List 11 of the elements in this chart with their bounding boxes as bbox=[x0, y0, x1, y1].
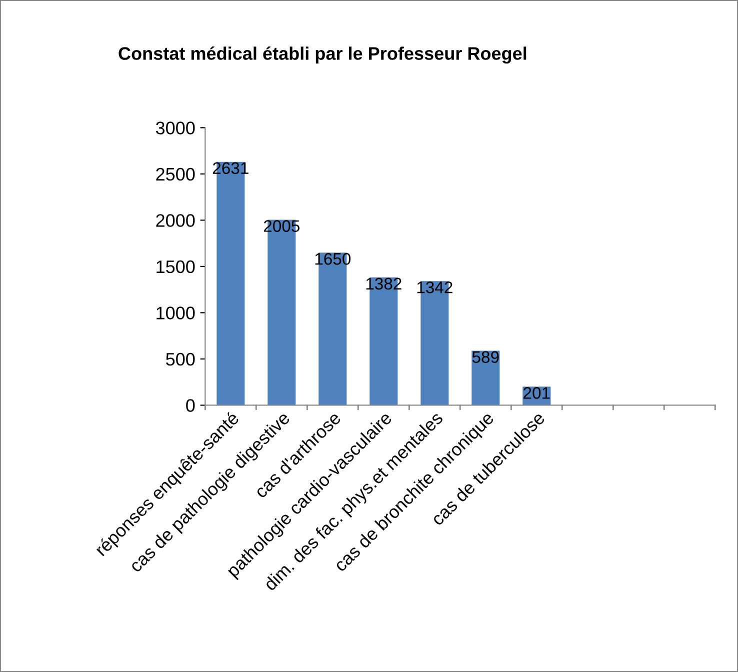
chart-title: Constat médical établi par le Professeur Roegel bbox=[118, 46, 526, 64]
y-tick-label: 500 bbox=[166, 352, 195, 366]
data-label: 201 bbox=[524, 387, 550, 399]
y-tick-label: 2000 bbox=[156, 214, 195, 227]
y-tick-label: 3000 bbox=[156, 122, 195, 134]
y-tick-label: 1500 bbox=[156, 260, 195, 274]
y-tick-label: 2500 bbox=[156, 168, 195, 181]
y-tick-label: 1000 bbox=[156, 306, 195, 320]
y-tick-label: 0 bbox=[186, 399, 195, 412]
bar bbox=[472, 350, 500, 406]
data-label: 589 bbox=[472, 351, 499, 363]
